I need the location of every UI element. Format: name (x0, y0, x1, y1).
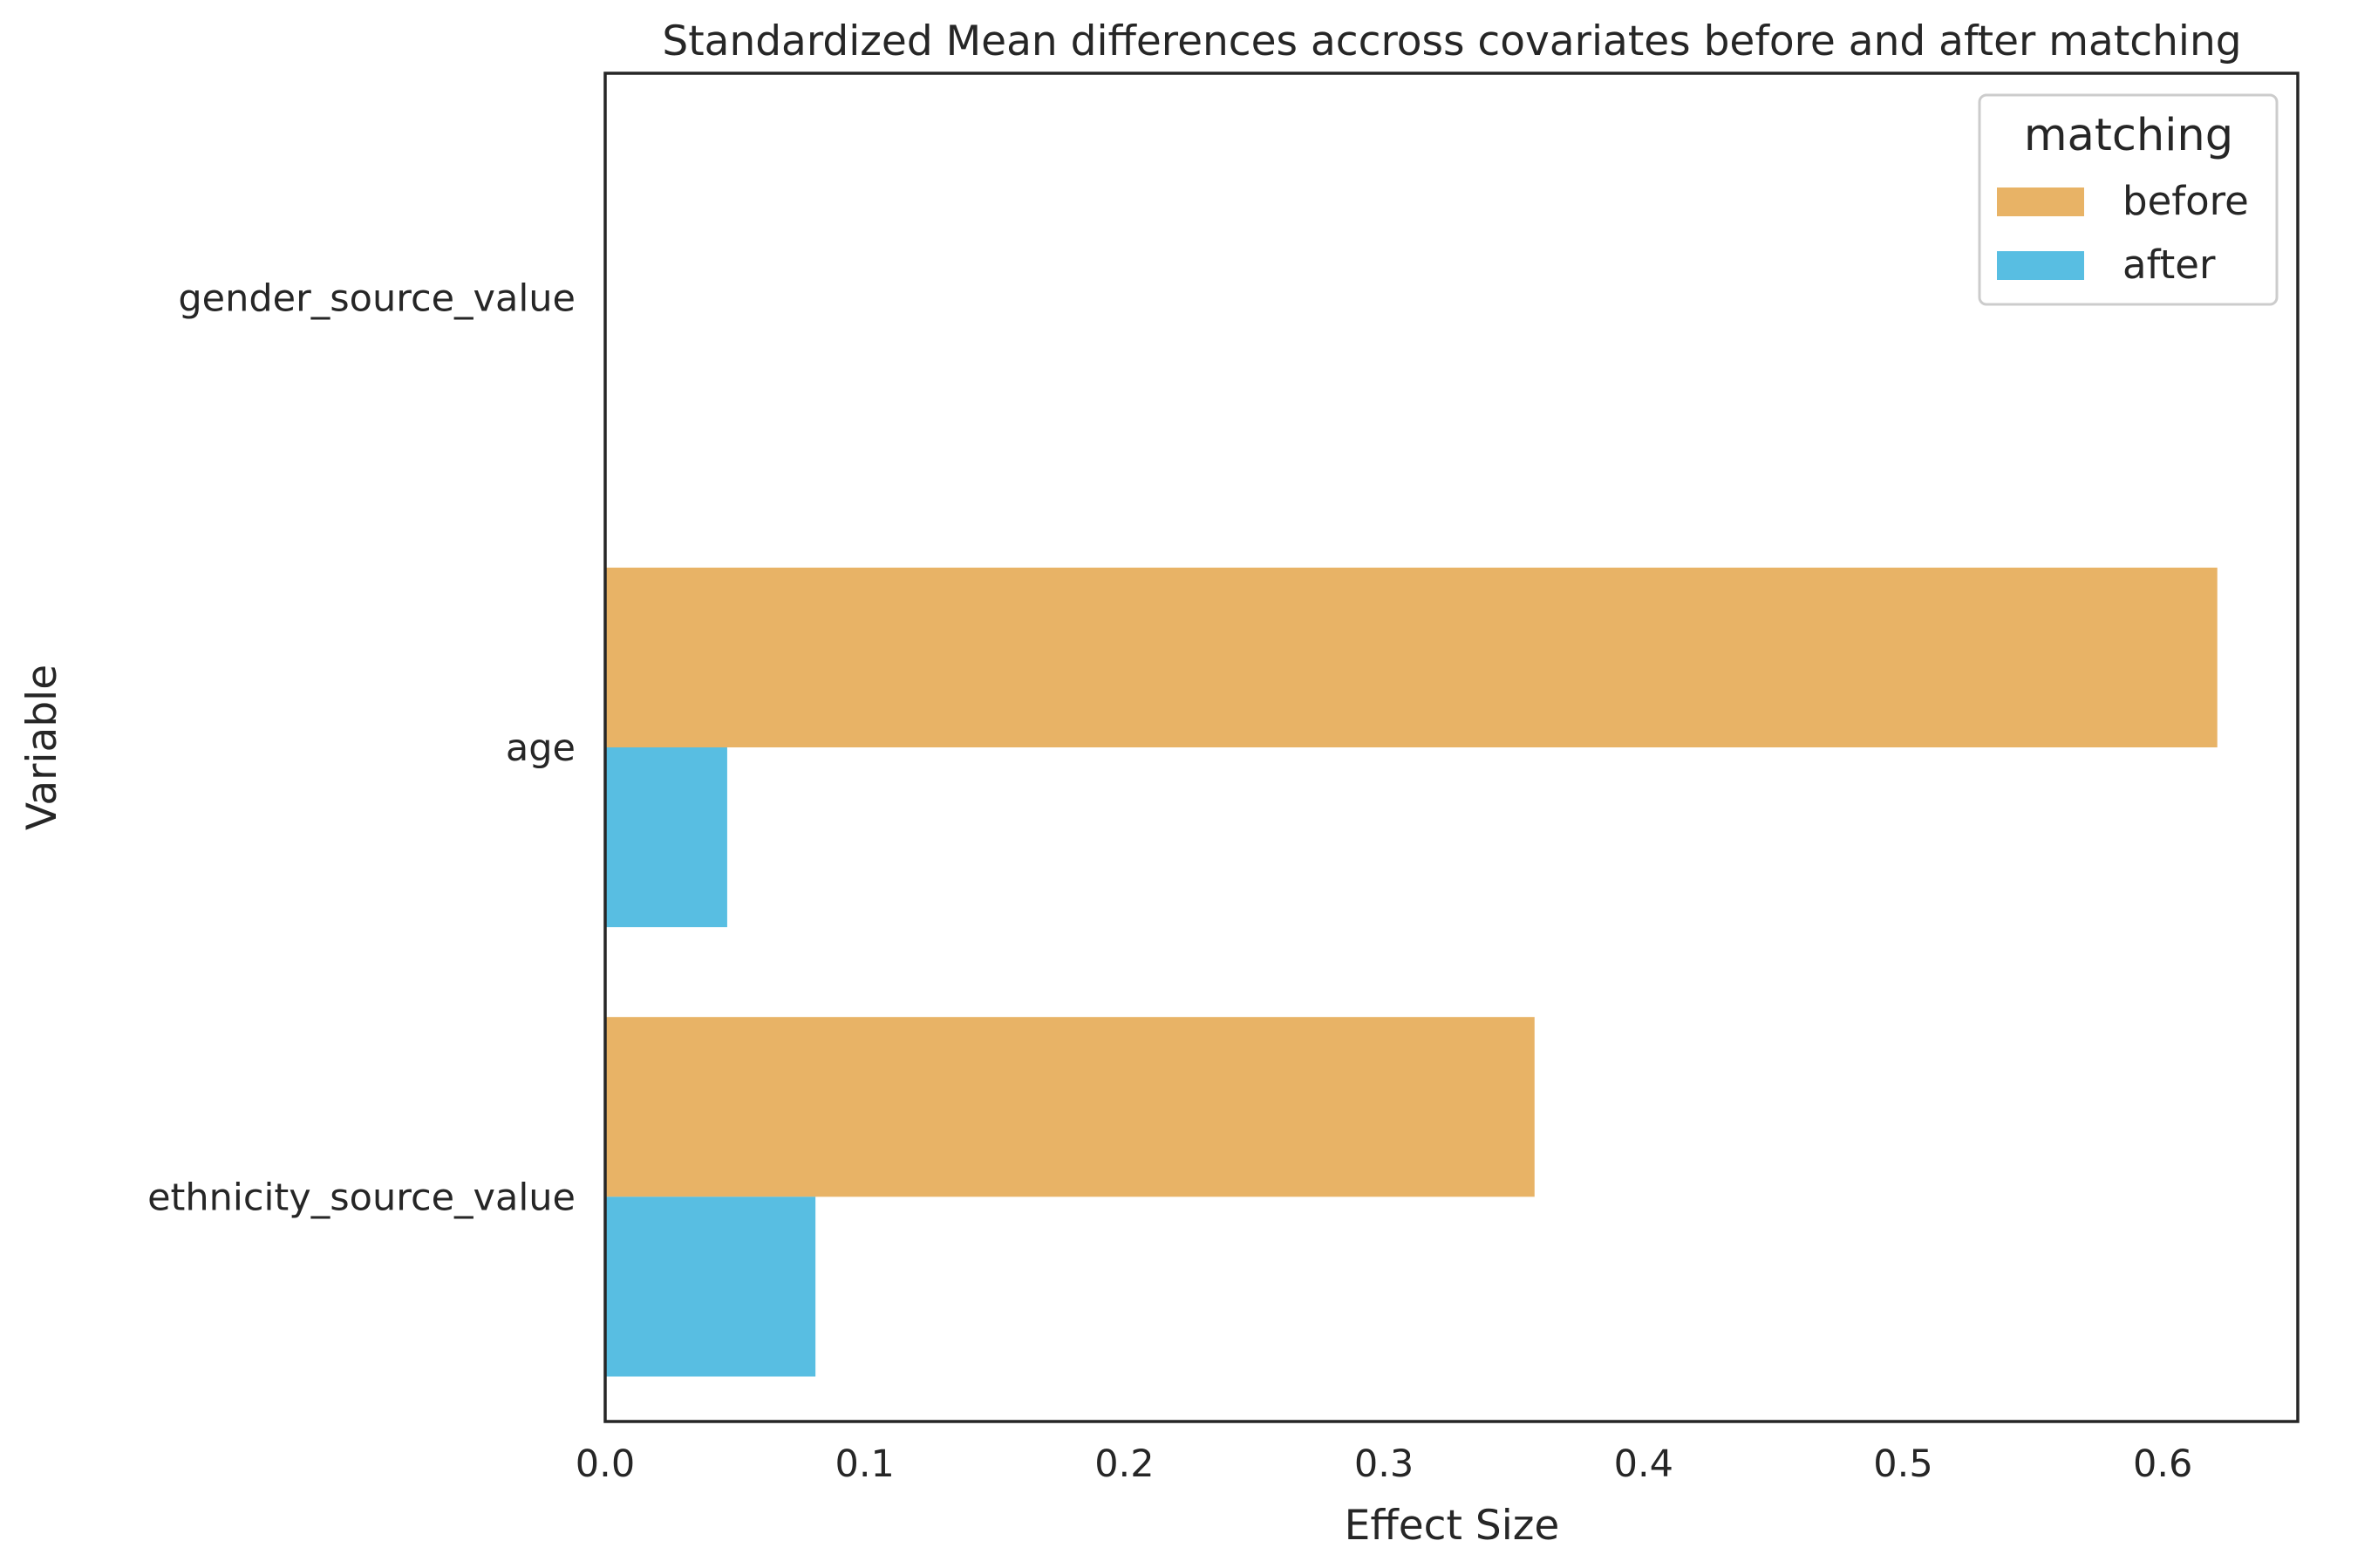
x-tick-label: 0.2 (1094, 1442, 1154, 1486)
legend: matching before after (1978, 93, 2279, 306)
legend-label-before: before (2122, 178, 2249, 224)
legend-title: matching (2024, 110, 2233, 161)
x-tick-label: 0.3 (1354, 1442, 1414, 1486)
bar-before-ethnicity_source_value (605, 1017, 1535, 1197)
y-tick-label: age (506, 726, 576, 770)
x-tick-labels: 0.0 0.1 0.2 0.3 0.4 0.5 0.6 (576, 1442, 2193, 1486)
plot-frame (603, 72, 2300, 1423)
y-tick-label: gender_source_value (178, 277, 576, 321)
bar-after-ethnicity_source_value (605, 1196, 816, 1377)
x-tick-label: 0.5 (1873, 1442, 1932, 1486)
bars-group (605, 567, 2218, 1377)
x-tick-label: 0.6 (2133, 1442, 2192, 1486)
y-tick-label: ethnicity_source_value (147, 1176, 576, 1219)
legend-label-after: after (2122, 242, 2216, 288)
x-tick-label: 0.1 (835, 1442, 895, 1486)
x-tick-label: 0.4 (1614, 1442, 1673, 1486)
chart-title: Standardized Mean differences accross co… (662, 17, 2241, 65)
legend-swatch-after (1997, 251, 2084, 280)
bar-after-age (605, 747, 727, 928)
y-axis-label: Variable (18, 665, 66, 830)
x-axis-label: Effect Size (1345, 1502, 1560, 1550)
x-tick-label: 0.0 (576, 1442, 635, 1486)
bar-before-age (605, 567, 2218, 747)
legend-swatch-before (1997, 187, 2084, 216)
